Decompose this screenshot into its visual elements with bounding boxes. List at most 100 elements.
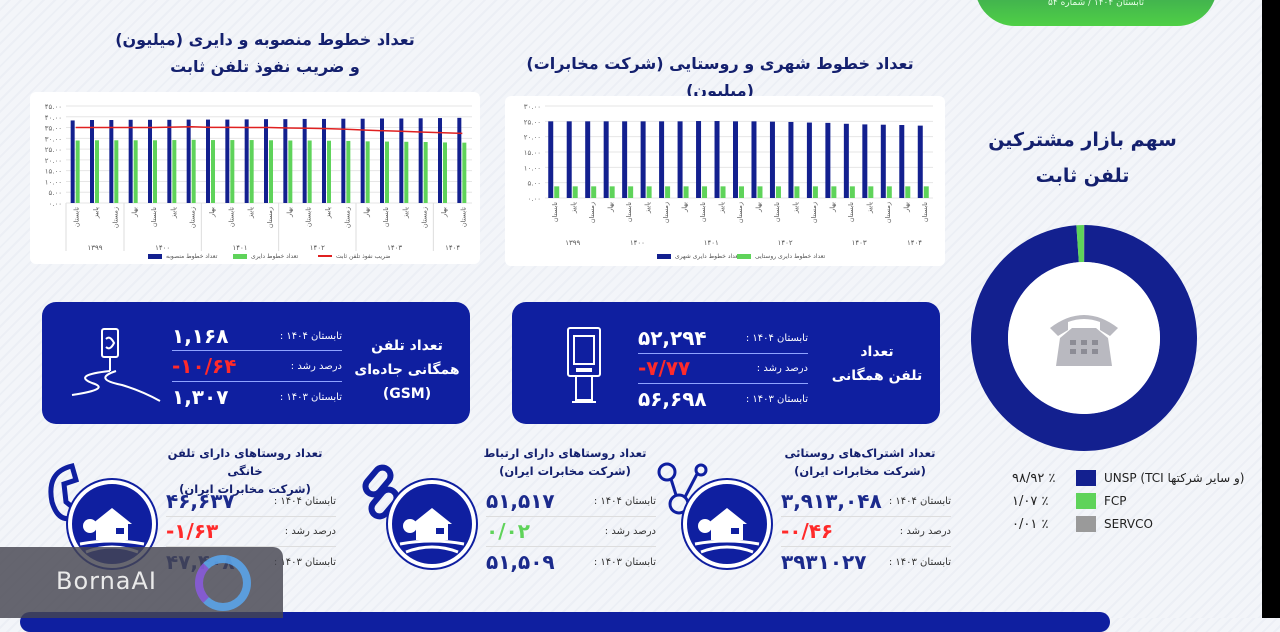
x-group-label: ۱۴۰۴ xyxy=(907,239,922,247)
stat-title-line: تعداد روستاهای دارای تلفن خانگی xyxy=(150,444,340,480)
x-tick-label: پاییز xyxy=(247,207,255,219)
legend-label: ضریب نفوذ تلفن ثابت xyxy=(336,253,390,260)
bar xyxy=(788,122,793,198)
bar xyxy=(696,121,701,198)
rural-stat-block: تعداد اشتراک‌های روستائی(شرکت مخابرات ای… xyxy=(655,440,945,590)
bar xyxy=(76,140,80,203)
bar xyxy=(308,140,312,203)
x-tick-label: تابستان xyxy=(227,207,235,227)
bar xyxy=(548,121,553,198)
bar xyxy=(918,126,923,198)
legend-swatch xyxy=(148,254,162,259)
bar xyxy=(211,140,215,203)
bar xyxy=(225,120,229,203)
bar xyxy=(322,119,326,203)
bar xyxy=(206,120,210,203)
growth-value: -۱/۶۳ xyxy=(166,519,218,543)
bar xyxy=(776,186,781,198)
card-title-line: تعداد xyxy=(822,340,932,364)
current-label: تابستان ۱۴۰۴ : xyxy=(889,496,951,507)
bar xyxy=(129,120,133,203)
growth-value: -۰/۴۶ xyxy=(781,519,833,543)
x-tick-label: تابستان xyxy=(773,202,781,222)
legend-label: تعداد خطوط دایری xyxy=(251,253,298,260)
bar xyxy=(366,141,370,203)
x-tick-label: تابستان xyxy=(459,207,467,227)
stat-title-line: تعداد روستاهای دارای ارتباط xyxy=(470,444,660,462)
growth-label: درصد رشد : xyxy=(757,363,808,374)
bar xyxy=(114,140,118,203)
previous-label: تابستان ۱۴۰۳ : xyxy=(280,392,342,403)
legend-label: تعداد خطوط دایری روستایی xyxy=(755,253,826,260)
stat-title-line: تعداد اشتراک‌های روستائی xyxy=(765,444,955,462)
x-tick-label: تابستان xyxy=(625,202,633,222)
bar xyxy=(327,141,331,203)
bar xyxy=(924,186,929,198)
growth-value: -۷/۷۷ xyxy=(638,356,690,380)
x-tick-label: پاییز xyxy=(92,207,100,219)
x-tick-label: تابستان xyxy=(551,202,559,222)
x-tick-label: پاییز xyxy=(169,207,177,219)
bar xyxy=(715,121,720,198)
legend-name: FCP xyxy=(1104,494,1127,508)
y-tick-label: ۳۵.۰۰ xyxy=(45,125,62,133)
y-tick-label: ۵.۰۰ xyxy=(48,189,62,197)
stat-title: تعداد روستاهای دارای ارتباط(شرکت مخابرات… xyxy=(470,444,660,480)
x-group-label: ۱۴۰۱ xyxy=(232,244,247,252)
bar xyxy=(770,122,775,198)
bar xyxy=(192,140,196,203)
legend-swatch xyxy=(233,254,247,259)
growth-label: درصد رشد : xyxy=(291,361,342,372)
bar xyxy=(419,118,423,203)
bar xyxy=(628,186,633,198)
rural-house-icon xyxy=(683,480,771,568)
x-tick-label: زمستان xyxy=(189,207,197,228)
x-tick-label: بهار xyxy=(607,202,615,213)
bar xyxy=(573,186,578,198)
bar xyxy=(567,121,572,198)
bar xyxy=(678,121,683,198)
legend-percent: ٪ ۹۸/۹۲ xyxy=(1012,471,1068,486)
x-tick-label: تابستان xyxy=(150,207,158,227)
legend-swatch xyxy=(1076,470,1096,486)
growth-label: درصد رشد : xyxy=(900,526,951,537)
legend-swatch xyxy=(1076,516,1096,532)
bar xyxy=(172,140,176,203)
bar xyxy=(230,140,234,203)
previous-label: تابستان ۱۴۰۳ : xyxy=(746,394,808,405)
x-tick-label: بهار xyxy=(754,202,762,213)
pie-title: سهم بازار مشترکین تلفن ثابت xyxy=(975,122,1190,194)
x-group-label: ۱۴۰۴ xyxy=(445,244,460,252)
x-tick-label: زمستان xyxy=(662,202,670,223)
bar xyxy=(457,118,461,203)
bar xyxy=(684,186,689,198)
card-title-line: تعداد تلفن xyxy=(352,334,462,358)
growth-value: ۰/۰۲ xyxy=(486,519,530,543)
x-tick-label: پاییز xyxy=(865,202,873,214)
bar xyxy=(794,186,799,198)
rural-stat-block: تعداد روستاهای دارای ارتباط(شرکت مخابرات… xyxy=(360,440,650,590)
x-tick-label: زمستان xyxy=(111,207,119,228)
bar xyxy=(283,119,287,203)
rural-house-icon xyxy=(388,480,476,568)
y-tick-label: ۲۵.۰۰ xyxy=(524,118,541,126)
y-tick-label: ۴۰.۰۰ xyxy=(45,114,62,122)
bar xyxy=(868,186,873,198)
x-tick-label: زمستان xyxy=(588,202,596,223)
x-tick-label: بهار xyxy=(828,202,836,213)
bar xyxy=(610,186,615,198)
bar xyxy=(622,121,627,198)
x-group-label: ۱۴۰۳ xyxy=(387,244,402,252)
bar xyxy=(641,121,646,198)
bar xyxy=(554,186,559,198)
x-tick-label: بهار xyxy=(363,207,371,218)
chart2-svg: ۰.۰۰۵.۰۰۱۰.۰۰۱۵.۰۰۲۰.۰۰۲۵.۰۰۳۰.۰۰تابستان… xyxy=(505,96,945,266)
x-tick-label: زمستان xyxy=(884,202,892,223)
current-label: تابستان ۱۴۰۴ : xyxy=(280,331,342,342)
previous-value: ۵۶,۶۹۸ xyxy=(638,387,707,411)
bar xyxy=(813,186,818,198)
y-tick-label: ۲۵.۰۰ xyxy=(45,146,62,154)
